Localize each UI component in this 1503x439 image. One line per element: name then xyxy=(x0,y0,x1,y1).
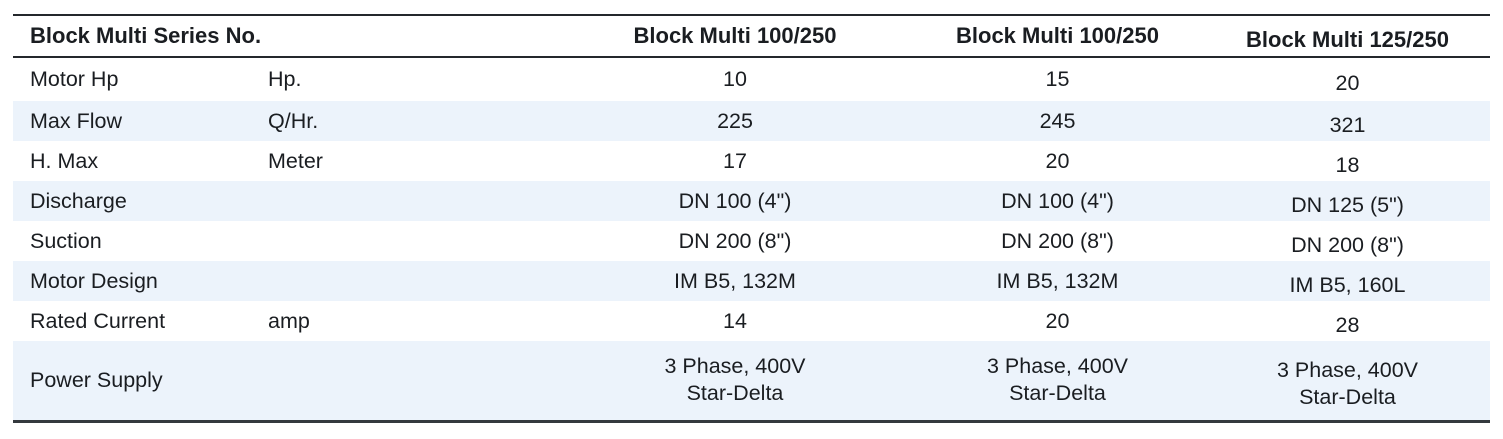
row-label: Discharge xyxy=(30,188,127,213)
cell-value: 17 xyxy=(723,148,747,173)
row-label: Suction xyxy=(30,228,102,253)
cell-value: IM B5, 132M xyxy=(996,268,1119,293)
cell-value: DN 125 (5") xyxy=(1205,181,1490,221)
cell-value: 3 Phase, 400V Star-Delta xyxy=(664,354,806,406)
cell-value: DN 200 (8") xyxy=(1205,221,1490,261)
row-unit: amp xyxy=(268,308,310,333)
cell-value: 28 xyxy=(1205,301,1490,341)
row-unit: Hp. xyxy=(268,67,302,91)
cell-value-text: 18 xyxy=(1335,152,1360,177)
cell-value-text: DN 200 (8") xyxy=(1291,232,1404,257)
row-label: Motor Hp xyxy=(30,67,119,91)
cell-value: 321 xyxy=(1205,101,1490,141)
cell-value: 245 xyxy=(1039,108,1076,133)
table-header-col-3-text: Block Multi 125/250 xyxy=(1246,27,1449,52)
cell-value-text: IM B5, 160L xyxy=(1289,272,1406,297)
cell-value: 20 xyxy=(1205,57,1490,101)
cell-value: 225 xyxy=(717,108,753,133)
cell-value: DN 200 (8") xyxy=(678,228,792,253)
cell-value: DN 100 (4") xyxy=(1001,188,1114,213)
table-row-power-supply: Power Supply 3 Phase, 400V Star-Delta 3 … xyxy=(13,341,1490,421)
cell-value-text: 20 xyxy=(1335,71,1360,95)
table-row-h-max: H. Max Meter 17 20 18 xyxy=(13,141,1490,181)
row-label: Power Supply xyxy=(30,367,163,392)
table-header-series: Block Multi Series No. xyxy=(30,23,262,48)
row-label: Max Flow xyxy=(30,108,122,133)
cell-value: 3 Phase, 400V Star-Delta xyxy=(1205,341,1490,421)
cell-value-text: DN 125 (5") xyxy=(1291,192,1404,217)
cell-value: 20 xyxy=(1045,308,1070,333)
table-header-col-2: Block Multi 100/250 xyxy=(956,23,1159,48)
table-header-col-3: Block Multi 125/250 xyxy=(1205,15,1490,57)
table-header-col-1: Block Multi 100/250 xyxy=(633,23,837,48)
row-unit xyxy=(260,221,560,261)
row-unit xyxy=(260,261,560,301)
cell-value: 20 xyxy=(1045,148,1070,173)
table-row-rated-current: Rated Current amp 14 20 28 xyxy=(13,301,1490,341)
cell-value: IM B5, 160L xyxy=(1205,261,1490,301)
cell-value: DN 100 (4") xyxy=(678,188,792,213)
table-row-motor-hp: Motor Hp Hp. 10 15 20 xyxy=(13,57,1490,101)
row-unit: Q/Hr. xyxy=(268,108,319,133)
table-row-max-flow: Max Flow Q/Hr. 225 245 321 xyxy=(13,101,1490,141)
table-header-row: Block Multi Series No. Block Multi 100/2… xyxy=(13,15,1490,57)
table-row-suction: Suction DN 200 (8") DN 200 (8") DN 200 (… xyxy=(13,221,1490,261)
cell-value-text: 3 Phase, 400V Star-Delta xyxy=(1276,358,1419,410)
cell-value: IM B5, 132M xyxy=(674,268,796,293)
row-label: H. Max xyxy=(30,148,99,173)
row-unit xyxy=(260,341,560,421)
row-label: Motor Design xyxy=(30,268,158,293)
row-label: Rated Current xyxy=(30,308,166,333)
spec-table: Block Multi Series No. Block Multi 100/2… xyxy=(13,14,1490,423)
cell-value: 3 Phase, 400V Star-Delta xyxy=(986,354,1129,406)
cell-value-text: 28 xyxy=(1335,312,1360,337)
cell-value: DN 200 (8") xyxy=(1001,228,1114,253)
table-row-motor-design: Motor Design IM B5, 132M IM B5, 132M IM … xyxy=(13,261,1490,301)
table-row-discharge: Discharge DN 100 (4") DN 100 (4") DN 125… xyxy=(13,181,1490,221)
row-unit xyxy=(260,181,560,221)
cell-value: 10 xyxy=(723,67,747,91)
cell-value: 14 xyxy=(723,308,747,333)
cell-value: 18 xyxy=(1205,141,1490,181)
cell-value-text: 321 xyxy=(1329,112,1366,137)
cell-value: 15 xyxy=(1045,67,1070,91)
row-unit: Meter xyxy=(268,148,323,173)
